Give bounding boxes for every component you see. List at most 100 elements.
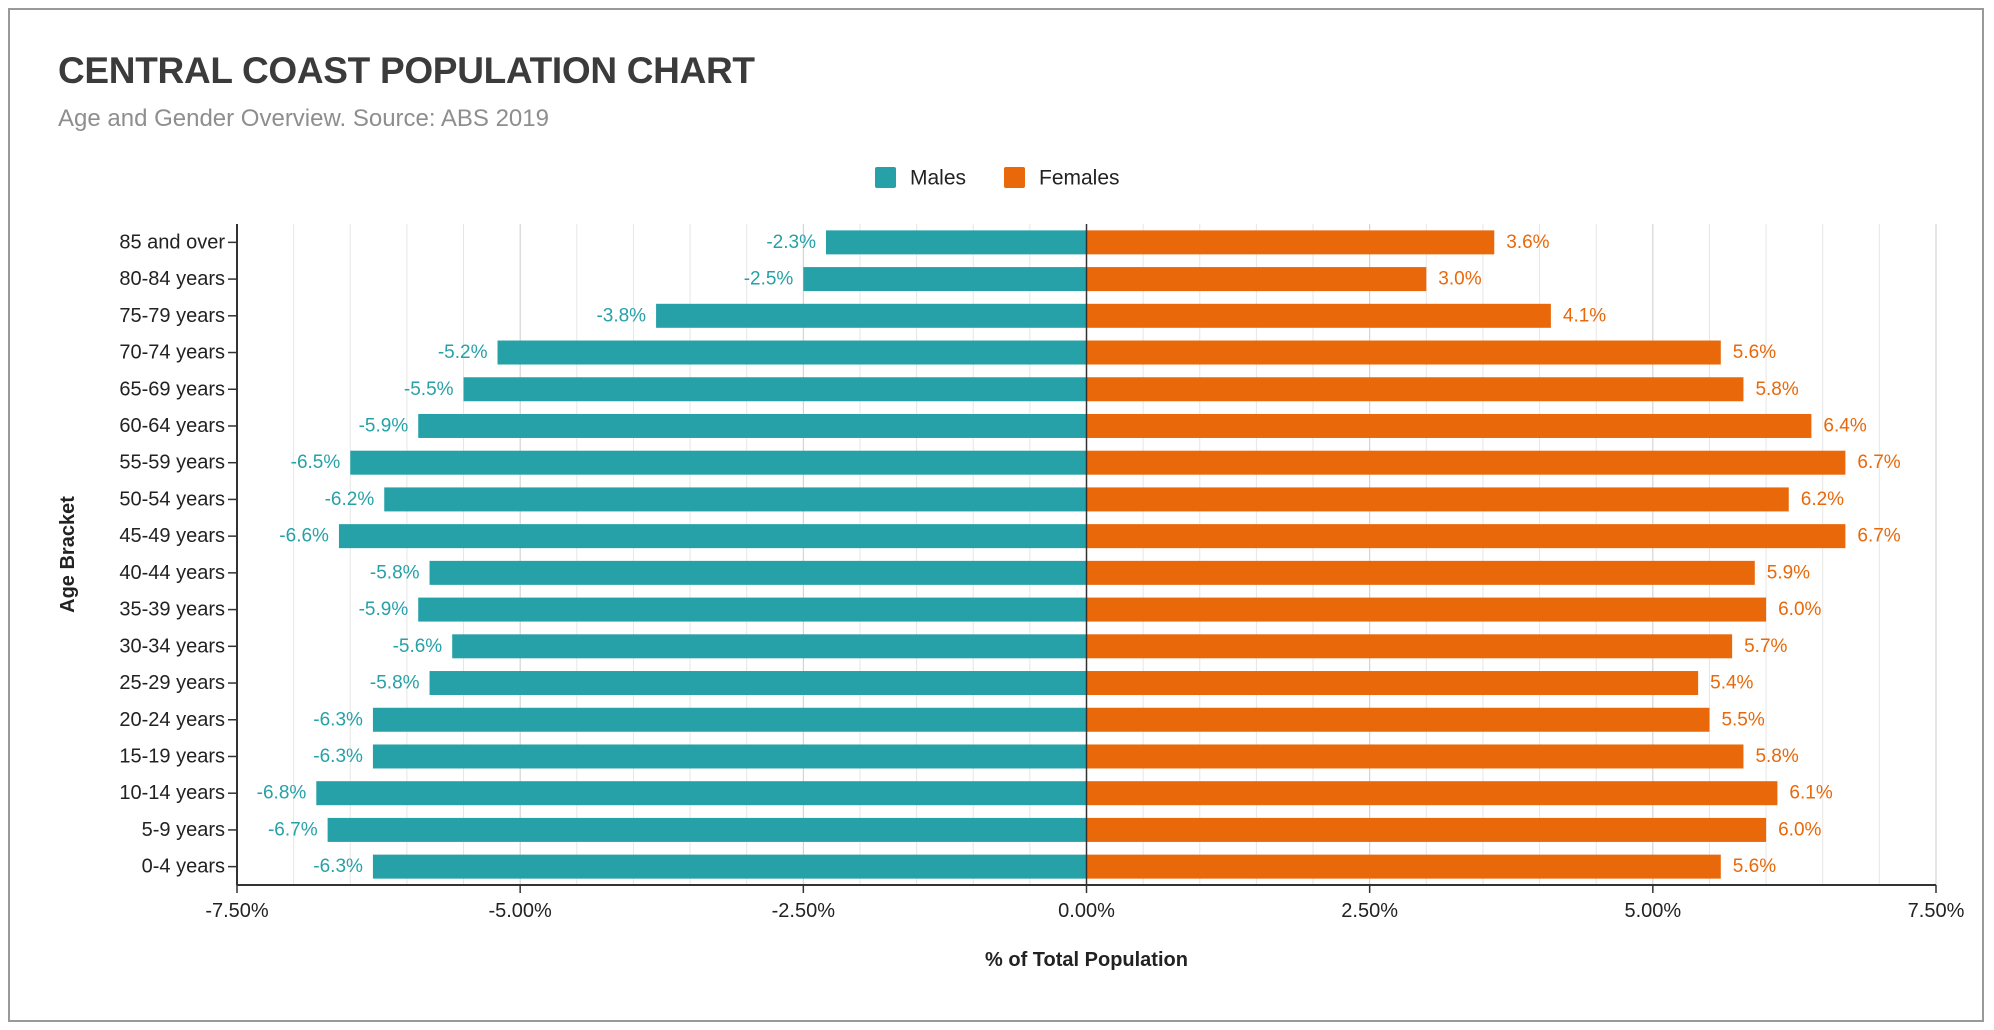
data-label-females-3: 5.6%: [1733, 342, 1776, 363]
x-tick-label: 0.00%: [1058, 900, 1115, 922]
bar-males-0: [825, 230, 1087, 255]
data-label-males-3: -5.2%: [438, 342, 488, 363]
y-tick-label: 80-84 years: [119, 268, 225, 290]
data-label-males-7: -6.2%: [325, 489, 375, 510]
y-tick-label: 20-24 years: [119, 709, 225, 731]
data-label-females-16: 6.0%: [1778, 819, 1821, 840]
x-tick-label: -7.50%: [205, 900, 269, 922]
data-label-females-2: 4.1%: [1563, 305, 1606, 326]
bar-females-9: [1086, 560, 1755, 585]
bar-males-15: [316, 781, 1087, 806]
x-tick-label: 2.50%: [1341, 900, 1398, 922]
data-label-males-10: -5.9%: [359, 599, 409, 620]
bar-females-10: [1086, 597, 1767, 622]
data-label-females-14: 5.8%: [1755, 746, 1798, 767]
bar-females-3: [1086, 340, 1721, 365]
data-label-females-10: 6.0%: [1778, 599, 1821, 620]
axes: 85 and over 80-84 years 75-79 years 70-74 y…: [57, 224, 1965, 971]
data-label-males-6: -6.5%: [291, 452, 341, 473]
y-tick-label: 40-44 years: [119, 562, 225, 584]
bar-females-4: [1086, 377, 1744, 402]
y-tick-label: 75-79 years: [119, 305, 225, 327]
data-label-females-6: 6.7%: [1857, 452, 1900, 473]
data-label-females-9: 5.9%: [1767, 562, 1810, 583]
y-tick-label: 45-49 years: [119, 525, 225, 547]
data-label-males-1: -2.5%: [744, 269, 794, 290]
bar-males-5: [418, 413, 1087, 438]
bar-females-5: [1086, 413, 1812, 438]
data-label-females-13: 5.5%: [1721, 709, 1764, 730]
y-tick-label: 55-59 years: [119, 452, 225, 474]
data-label-males-15: -6.8%: [257, 783, 307, 804]
bar-males-11: [452, 634, 1087, 659]
bar-males-17: [372, 854, 1087, 879]
legend-swatch-males: [875, 167, 896, 188]
y-tick-label: 35-39 years: [119, 599, 225, 621]
bar-males-16: [327, 817, 1087, 842]
bar-females-15: [1086, 781, 1778, 806]
bar-females-17: [1086, 854, 1721, 879]
bar-males-3: [497, 340, 1087, 365]
bar-males-1: [803, 267, 1087, 292]
data-label-females-7: 6.2%: [1801, 489, 1844, 510]
data-label-males-14: -6.3%: [313, 746, 363, 767]
bar-females-6: [1086, 450, 1846, 475]
bar-males-2: [656, 303, 1087, 328]
bar-females-1: [1086, 267, 1427, 292]
data-labels: -2.3% -2.5% -3.8% -5.2% -5.5% -5.9% -6.5% -6.2%…: [257, 232, 1901, 877]
data-label-females-15: 6.1%: [1789, 783, 1832, 804]
y-tick-label: 65-69 years: [119, 378, 225, 400]
bar-males-13: [372, 707, 1087, 732]
bar-males-7: [384, 487, 1087, 512]
bars: [316, 230, 1846, 879]
y-axis-title: Age Bracket: [57, 496, 79, 613]
bar-females-12: [1086, 671, 1699, 696]
data-label-males-11: -5.6%: [393, 636, 443, 657]
bar-males-14: [372, 744, 1087, 769]
data-label-females-11: 5.7%: [1744, 636, 1787, 657]
y-tick-label: 70-74 years: [119, 342, 225, 364]
x-tick-label: -2.50%: [772, 900, 836, 922]
legend-label-males: Males: [910, 167, 966, 190]
data-label-males-13: -6.3%: [313, 709, 363, 730]
bar-females-8: [1086, 524, 1846, 549]
y-tick-label: 5-9 years: [142, 819, 225, 841]
data-label-males-9: -5.8%: [370, 562, 420, 583]
legend-swatch-females: [1004, 167, 1025, 188]
bar-males-9: [429, 560, 1087, 585]
bar-females-13: [1086, 707, 1710, 732]
bar-males-8: [338, 524, 1087, 549]
bar-females-14: [1086, 744, 1744, 769]
y-tick-label: 0-4 years: [142, 856, 225, 878]
data-label-females-8: 6.7%: [1857, 526, 1900, 547]
y-tick-label: 10-14 years: [119, 782, 225, 804]
x-tick-label: -5.00%: [488, 900, 552, 922]
data-label-males-5: -5.9%: [359, 415, 409, 436]
y-tick-label: 85 and over: [119, 231, 225, 253]
legend: Males Females: [875, 167, 1120, 190]
y-tick-label: 60-64 years: [119, 415, 225, 437]
chart-subtitle: Age and Gender Overview. Source: ABS 201…: [58, 105, 549, 132]
data-label-males-17: -6.3%: [313, 856, 363, 877]
data-label-females-12: 5.4%: [1710, 673, 1753, 694]
y-tick-label: 30-34 years: [119, 635, 225, 657]
chart-title: CENTRAL COAST POPULATION CHART: [58, 50, 755, 91]
x-tick-label: 5.00%: [1624, 900, 1681, 922]
data-label-females-0: 3.6%: [1506, 232, 1549, 253]
data-label-males-2: -3.8%: [596, 305, 646, 326]
bar-males-10: [418, 597, 1087, 622]
legend-label-females: Females: [1039, 167, 1120, 190]
y-tick-label: 50-54 years: [119, 488, 225, 510]
chart-frame: [8, 8, 1984, 1022]
data-label-males-16: -6.7%: [268, 819, 318, 840]
data-label-females-1: 3.0%: [1438, 269, 1481, 290]
bar-males-4: [463, 377, 1087, 402]
bar-females-16: [1086, 817, 1767, 842]
bar-males-6: [350, 450, 1087, 475]
data-label-females-17: 5.6%: [1733, 856, 1776, 877]
data-label-males-8: -6.6%: [279, 526, 329, 547]
data-label-males-0: -2.3%: [766, 232, 816, 253]
bar-females-2: [1086, 303, 1551, 328]
y-tick-label: 15-19 years: [119, 745, 225, 767]
